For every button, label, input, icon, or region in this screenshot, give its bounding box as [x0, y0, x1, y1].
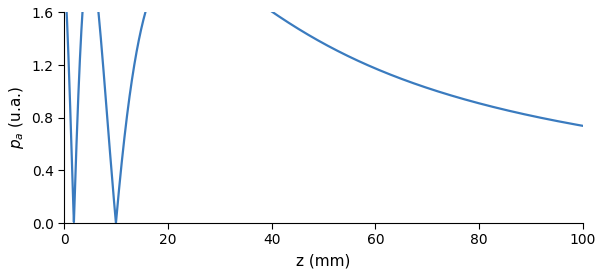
- X-axis label: z (mm): z (mm): [296, 253, 350, 268]
- Y-axis label: $p_a$ (u.a.): $p_a$ (u.a.): [7, 86, 26, 149]
